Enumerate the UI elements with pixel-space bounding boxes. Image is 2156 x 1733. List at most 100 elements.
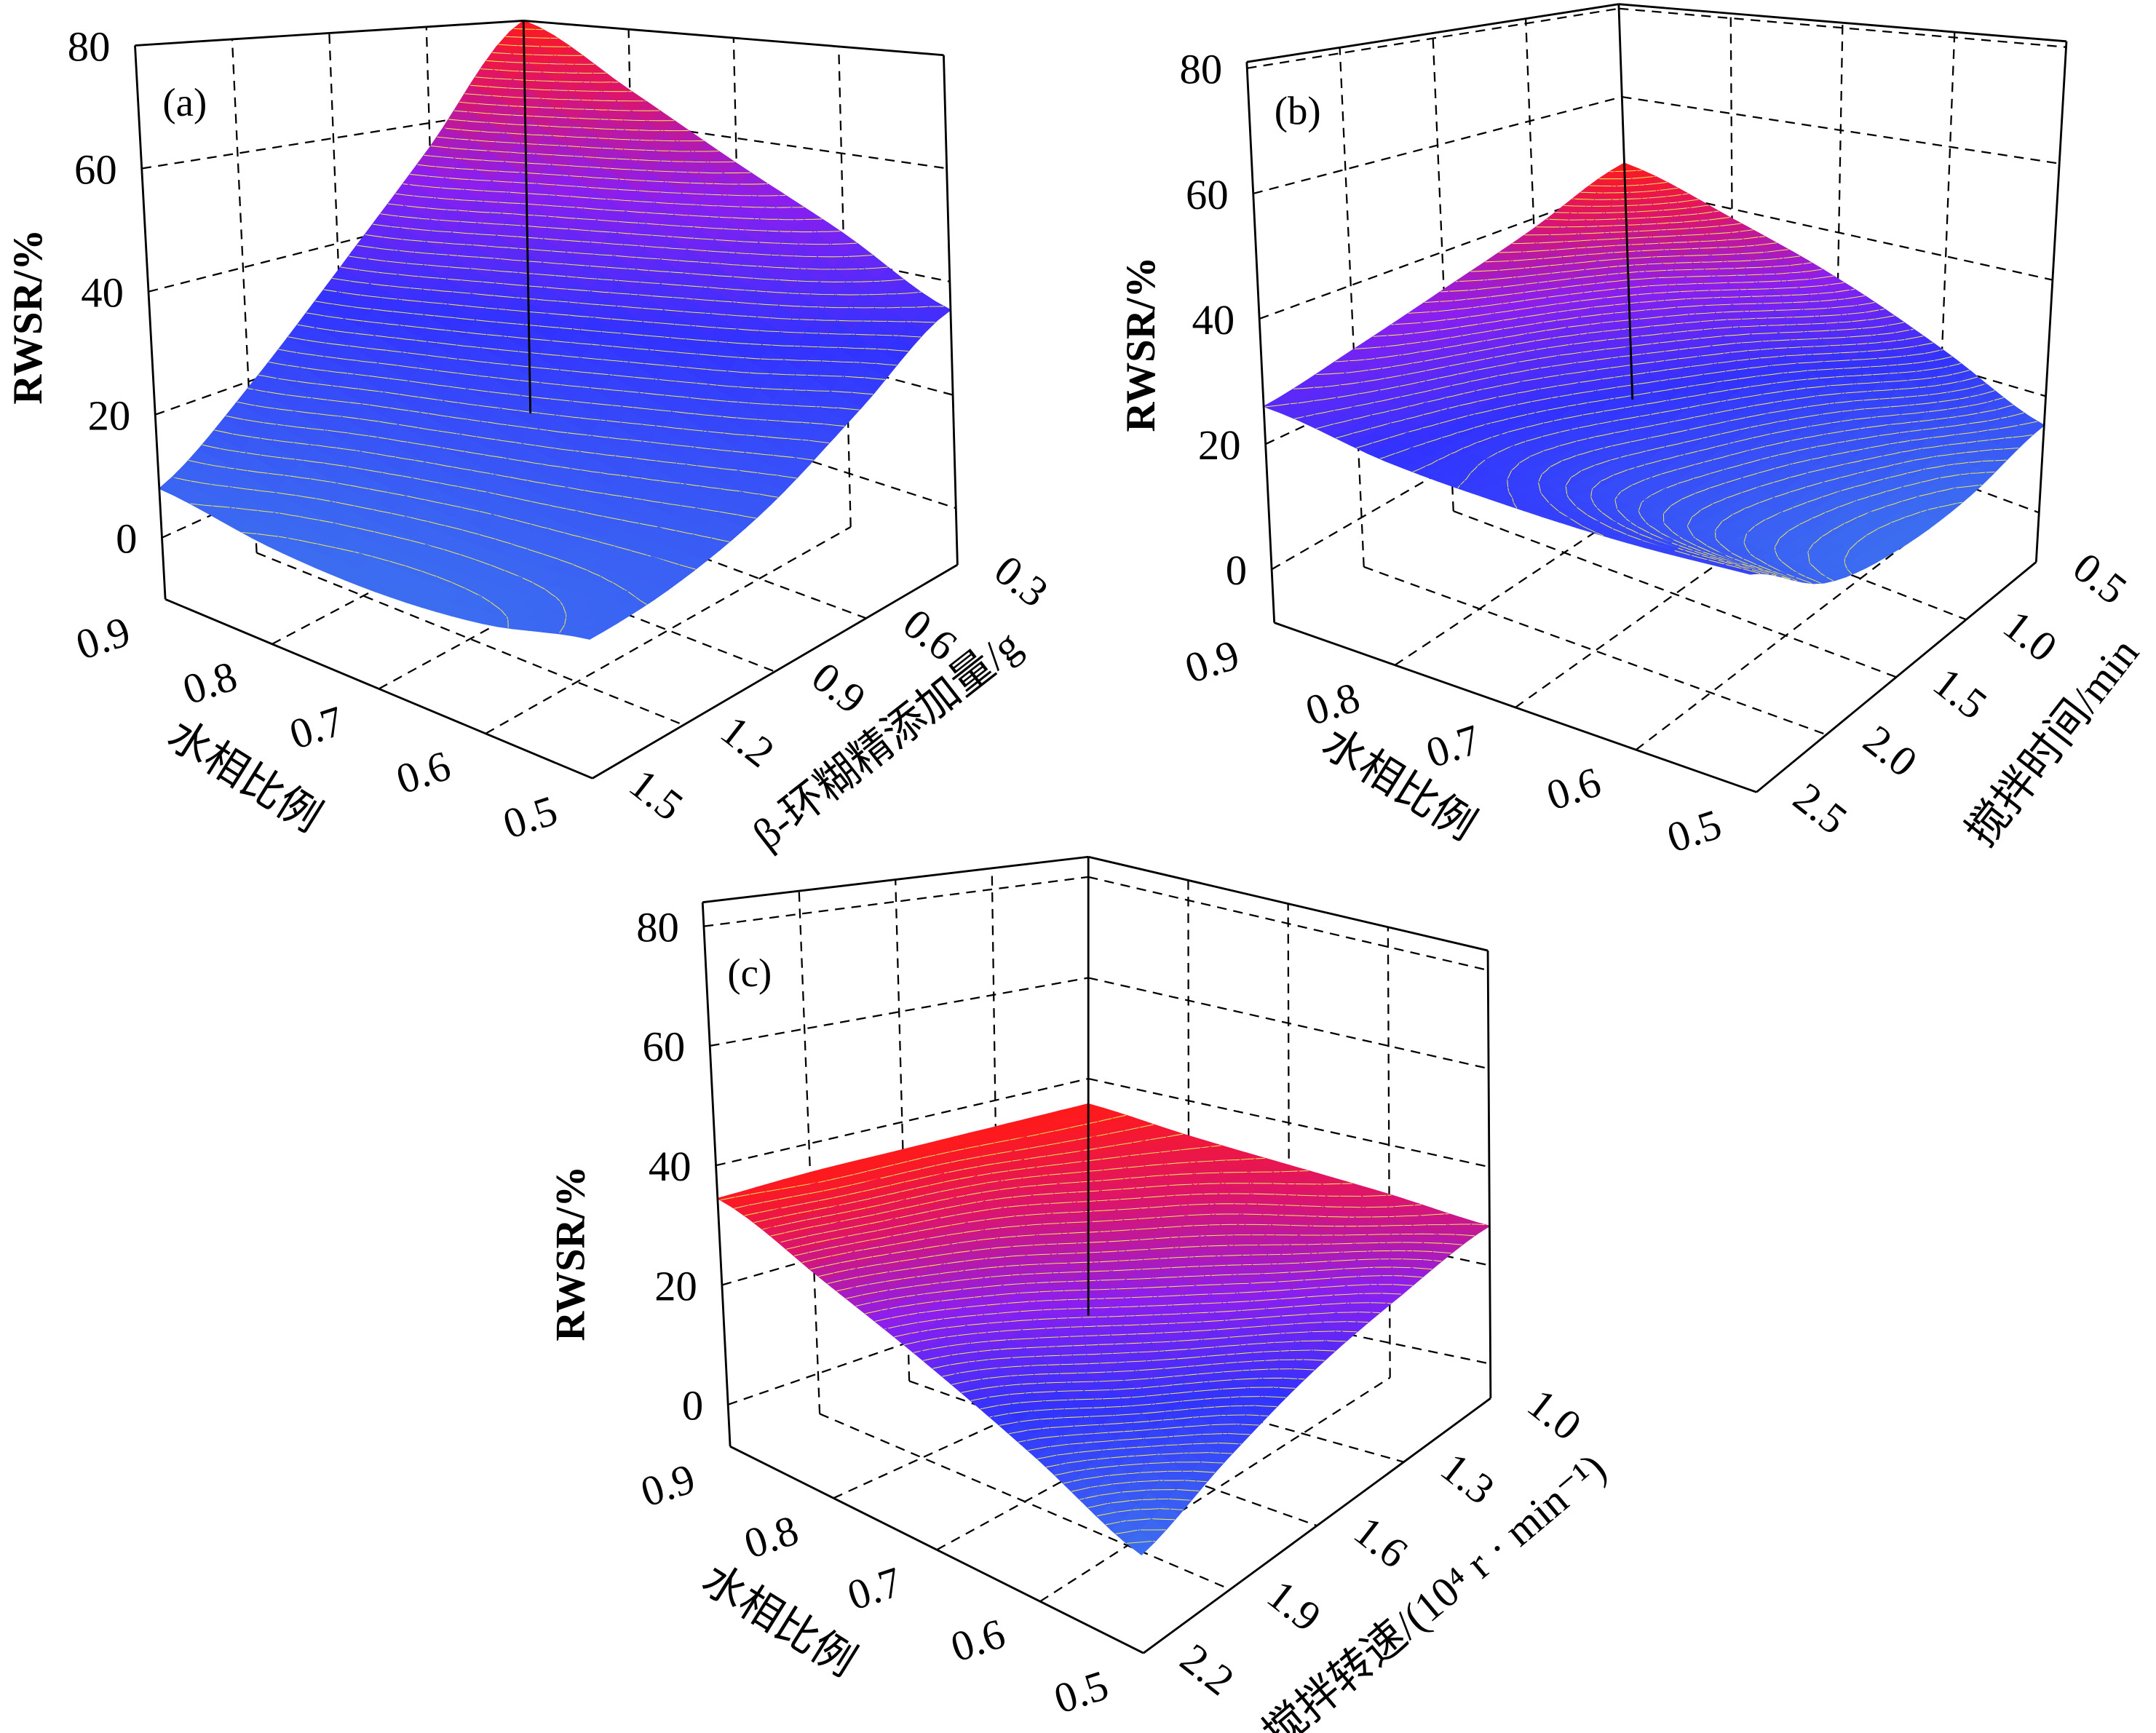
contour-line [344,306,372,322]
contour-line [566,486,585,491]
contour-line [1630,384,1652,397]
contour-line [306,354,328,372]
contour-line [654,191,681,205]
contour-line [1538,241,1564,251]
contour-line [651,296,673,298]
contour-line [606,266,628,281]
contour-line [1561,285,1585,295]
contour-line [430,127,456,148]
contour-line [383,226,403,240]
contour-line [1469,306,1492,317]
contour-line [458,485,477,491]
contour-line [1440,326,1463,338]
contour-line [408,368,433,384]
contour-line [315,445,337,448]
contour-line [1405,414,1423,420]
contour-line [1950,381,1970,400]
contour-line [1354,346,1382,349]
contour-line [520,153,548,175]
contour-line [509,476,528,481]
contour-line [1898,362,1917,373]
contour-line [598,541,615,547]
contour-line [564,532,582,538]
contour-line [1936,373,1959,386]
contour-line [1422,401,1441,416]
contour-line [848,255,873,257]
contour-line [582,344,603,360]
contour-line [1534,304,1558,314]
contour-line [1618,416,1640,421]
contour-line [589,373,609,389]
contour-line [573,241,595,255]
contour-line [428,399,448,417]
contour-line [1305,413,1315,417]
contour-line [706,399,728,402]
contour-line [1524,422,1544,429]
contour-line [876,362,897,366]
contour-line [1454,298,1473,310]
contour-line [590,230,611,244]
contour-line [427,520,446,526]
contour-line [573,564,588,571]
contour-line [734,240,759,254]
contour-line [529,396,550,400]
contour-line [1567,324,1590,335]
contour-line [695,312,717,328]
contour-line [1818,292,1839,302]
contour-line [376,453,396,458]
contour-line [627,475,641,479]
contour-line [1469,413,1487,429]
contour-line [793,255,817,269]
contour-line [306,427,325,446]
contour-line [664,130,689,142]
contour-line [1958,431,1978,443]
contour-line [639,523,659,528]
contour-line [348,333,374,349]
contour-line [694,430,712,450]
contour-line [720,488,740,492]
contour-line [694,151,719,163]
contour-line [659,247,687,261]
contour-line [1589,185,1613,194]
contour-line [1374,397,1394,403]
contour-line [431,277,453,293]
contour-line [1687,338,1712,349]
contour-line [642,307,664,323]
contour-line [1524,234,1550,244]
contour-line [452,221,477,234]
contour-line [1598,252,1624,268]
contour-line [1887,322,1911,333]
z-tick-label: 20 [88,392,131,440]
contour-line [831,360,855,363]
contour-line [310,478,331,483]
contour-line [1597,386,1616,400]
contour-line [564,617,567,625]
contour-line [247,470,269,474]
contour-line [1566,219,1587,228]
contour-line [608,109,631,121]
contour-line [571,370,592,374]
contour-line [306,339,326,344]
contour-line [568,218,596,231]
contour-line [1729,274,1756,290]
contour-line [639,130,660,141]
contour-line [569,186,591,209]
contour-line [635,257,658,271]
contour-line [1526,250,1550,260]
contour-line [521,427,538,446]
contour-line [1593,349,1613,361]
contour-line [444,242,467,256]
contour-line [389,285,411,301]
contour-line [1794,309,1815,325]
contour-line [1513,258,1537,269]
contour-line [373,509,392,514]
contour-line [563,263,586,278]
contour-line [566,127,587,148]
contour-line [1700,393,1721,406]
contour-line [447,291,471,306]
contour-line [1771,429,1792,443]
contour-line [601,472,622,476]
contour-line [641,477,661,482]
contour-line [1587,398,1609,403]
contour-line [490,601,502,611]
